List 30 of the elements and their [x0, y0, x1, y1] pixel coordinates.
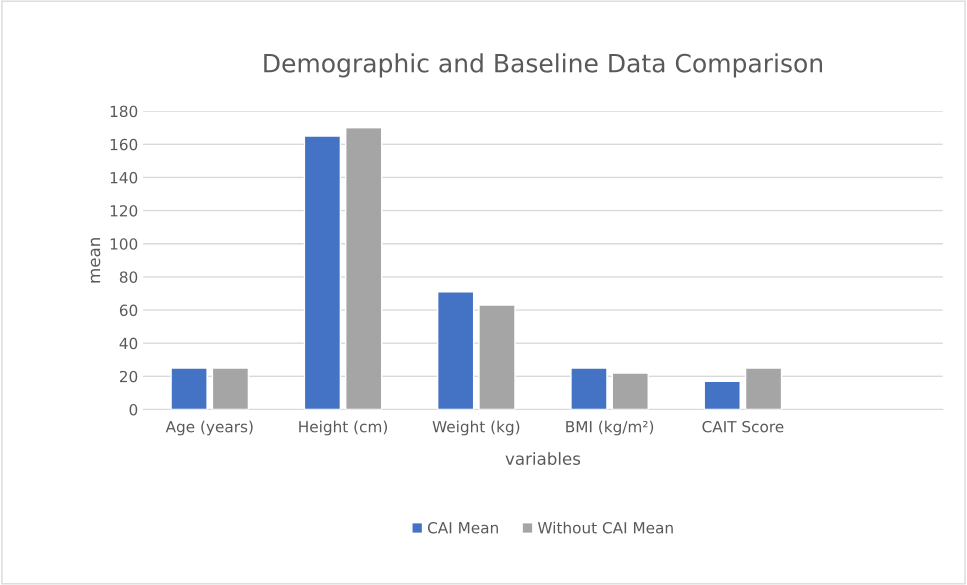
y-tick-label: 180: [110, 106, 138, 118]
y-tick-label: 140: [110, 172, 138, 184]
y-tick-label: 0: [130, 404, 138, 416]
bar: [704, 380, 741, 410]
bar: [744, 367, 782, 410]
bar: [345, 127, 382, 410]
chart-title: Demographic and Baseline Data Comparison: [264, 53, 822, 78]
x-tick-label: Height (cm): [299, 420, 388, 436]
bar: [436, 291, 474, 410]
bar: [570, 367, 608, 410]
legend-label: CAI Mean: [428, 522, 498, 534]
y-tick-label: 80: [120, 271, 138, 283]
legend-label: Without CAI Mean: [538, 522, 673, 534]
x-tick-label: Weight (kg): [432, 420, 520, 436]
x-tick-label: CAIT Score: [702, 420, 784, 432]
y-tick-label: 40: [120, 338, 138, 350]
y-tick-label: 120: [110, 205, 138, 217]
x-axis-title: variables: [506, 452, 580, 465]
y-axis-title: mean: [90, 238, 100, 282]
x-tick-label: BMI (kg/m²): [566, 420, 654, 436]
x-tick-label: Age (years): [166, 420, 253, 436]
y-tick-label: 100: [110, 238, 138, 250]
bar: [170, 367, 208, 410]
y-tick-label: 160: [110, 138, 138, 150]
y-tick-label: 20: [120, 370, 138, 382]
bar: [304, 135, 342, 410]
y-tick-label: 60: [120, 304, 138, 316]
bar: [212, 367, 250, 410]
bar: [612, 372, 649, 410]
bar: [478, 304, 516, 410]
